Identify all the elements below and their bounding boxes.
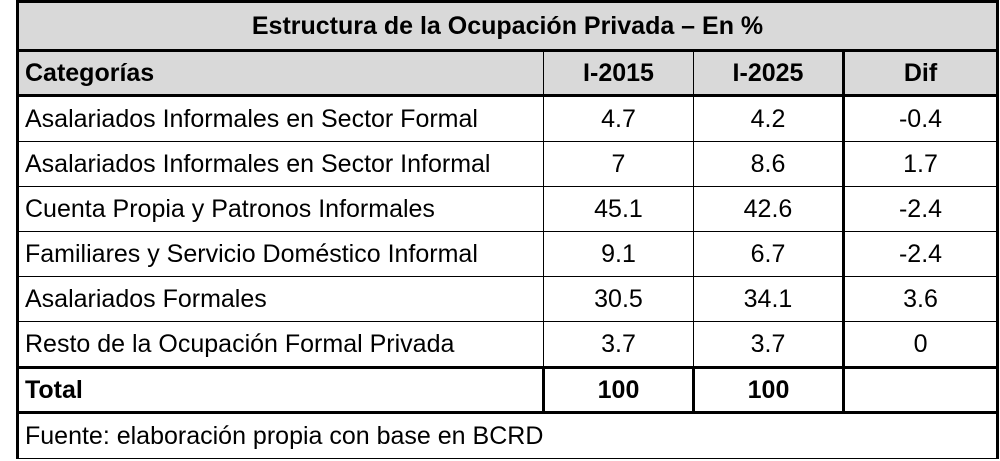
row-value-2025: 8.6	[693, 141, 844, 187]
row-value-2025: 3.7	[693, 321, 844, 368]
row-value-2015: 9.1	[543, 231, 694, 277]
row-difference: -2.4	[841, 231, 999, 277]
row-category: Asalariados Informales en Sector Informa…	[17, 141, 544, 187]
total-value-2015: 100	[542, 366, 694, 414]
header-year-2025: I-2025	[693, 49, 844, 97]
row-difference: -2.4	[841, 186, 999, 232]
table-title-row: Estructura de la Ocupación Privada – En …	[15, 0, 1000, 52]
row-category: Asalariados Informales en Sector Formal	[17, 95, 544, 142]
total-value-2025: 100	[692, 366, 844, 414]
row-value-2015: 45.1	[543, 186, 694, 232]
header-difference: Dif	[841, 49, 999, 97]
total-label: Total	[16, 366, 544, 414]
table-row: Familiares y Servicio Doméstico Informal…	[17, 231, 999, 277]
row-difference: 3.6	[841, 276, 999, 322]
table-title: Estructura de la Ocupación Privada – En …	[15, 0, 1000, 52]
header-year-2015: I-2015	[543, 49, 694, 97]
table-header-row: Categorías I-2015 I-2025 Dif	[17, 49, 999, 97]
table-row: Asalariados Formales 30.5 34.1 3.6	[17, 276, 999, 322]
source-note: Fuente: elaboración propia con base en B…	[16, 412, 999, 459]
row-value-2015: 4.7	[543, 95, 694, 142]
row-category: Cuenta Propia y Patronos Informales	[17, 186, 544, 232]
row-difference: 1.7	[841, 141, 999, 187]
row-value-2025: 4.2	[693, 95, 844, 142]
row-value-2015: 30.5	[543, 276, 694, 322]
header-category: Categorías	[17, 49, 544, 97]
row-difference: -0.4	[841, 95, 999, 142]
occupation-structure-table-container: Estructura de la Ocupación Privada – En …	[15, 0, 1000, 459]
source-row: Fuente: elaboración propia con base en B…	[16, 412, 999, 459]
table-row: Asalariados Informales en Sector Informa…	[17, 141, 999, 187]
table-row: Resto de la Ocupación Formal Privada 3.7…	[17, 321, 999, 368]
row-value-2015: 7	[543, 141, 694, 187]
row-category: Resto de la Ocupación Formal Privada	[17, 321, 544, 368]
table-row: Cuenta Propia y Patronos Informales 45.1…	[17, 186, 999, 232]
total-difference	[841, 366, 1000, 414]
row-category: Familiares y Servicio Doméstico Informal	[17, 231, 544, 277]
row-value-2015: 3.7	[543, 321, 694, 368]
occupation-structure-table: Estructura de la Ocupación Privada – En …	[15, 0, 1000, 459]
table-row: Asalariados Informales en Sector Formal …	[17, 95, 999, 142]
row-value-2025: 6.7	[693, 231, 844, 277]
total-row: Total 100 100	[16, 366, 1000, 414]
row-value-2025: 42.6	[693, 186, 844, 232]
row-category: Asalariados Formales	[17, 276, 544, 322]
row-value-2025: 34.1	[693, 276, 844, 322]
row-difference: 0	[841, 321, 999, 368]
